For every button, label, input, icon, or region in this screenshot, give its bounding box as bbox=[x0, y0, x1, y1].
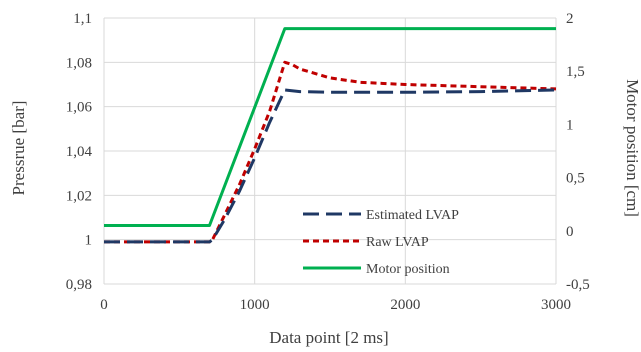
x-tick-labels: 0 1000 2000 3000 bbox=[100, 297, 571, 313]
x-tick-label: 0 bbox=[100, 297, 108, 313]
y2-tick-label: -0,5 bbox=[566, 277, 590, 293]
legend: Estimated LVAP Raw LVAP Motor position bbox=[303, 208, 459, 277]
y-tick-label: 1,02 bbox=[66, 188, 92, 204]
y2-tick-label: 0 bbox=[566, 224, 574, 240]
y-axis-title: Pressrue [bar] bbox=[9, 101, 28, 196]
x-tick-label: 1000 bbox=[240, 297, 270, 313]
y-tick-label: 1 bbox=[85, 233, 93, 249]
y2-tick-label: 2 bbox=[566, 11, 574, 27]
y2-axis-title: Motor position [cm] bbox=[623, 79, 641, 217]
y-tick-labels: 0,98 1 1,02 1,04 1,06 1,08 1,1 bbox=[66, 11, 93, 293]
series-line-estimated-lvap bbox=[104, 88, 557, 244]
y-tick-label: 1,04 bbox=[66, 144, 93, 160]
legend-label: Estimated LVAP bbox=[366, 208, 459, 223]
y2-tick-label: 0,5 bbox=[566, 171, 585, 187]
series-line-motor-position bbox=[104, 27, 556, 227]
y2-tick-label: 1,5 bbox=[566, 64, 585, 80]
x-tick-label: 3000 bbox=[541, 297, 571, 313]
x-axis-title: Data point [2 ms] bbox=[269, 328, 388, 347]
legend-label: Motor position bbox=[366, 262, 450, 277]
y-tick-label: 0,98 bbox=[66, 277, 92, 293]
y2-tick-label: 1 bbox=[566, 117, 574, 133]
series-lines bbox=[104, 27, 557, 244]
grid bbox=[103, 17, 557, 285]
y-tick-label: 1,08 bbox=[66, 55, 92, 71]
x-tick-label: 2000 bbox=[390, 297, 420, 313]
legend-label: Raw LVAP bbox=[366, 235, 429, 250]
y-tick-label: 1,06 bbox=[66, 100, 93, 116]
y2-tick-labels: -0,5 0 0,5 1 1,5 2 bbox=[566, 11, 590, 293]
y-tick-label: 1,1 bbox=[73, 11, 92, 27]
